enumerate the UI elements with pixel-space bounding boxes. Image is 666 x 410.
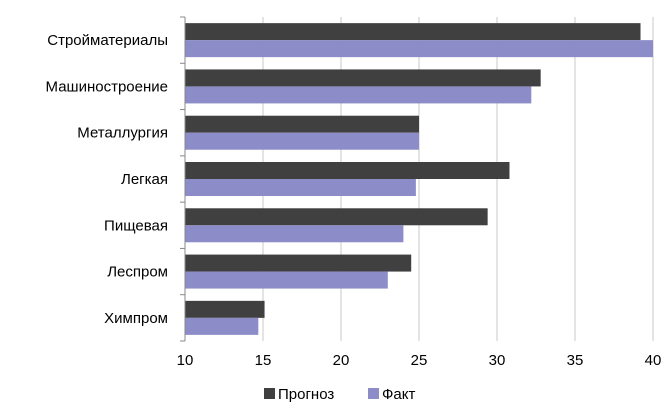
bar-actual [185, 317, 259, 335]
category-labels: Стройматериалы Машиностроение Металлургия Л… [46, 32, 168, 327]
x-tick-labels: 10 15 20 25 30 35 40 [177, 352, 662, 369]
legend-swatch [264, 388, 275, 399]
x-tick-label: 35 [567, 352, 584, 369]
bars [185, 23, 653, 335]
bar-actual [185, 179, 416, 196]
bar-forecast [185, 115, 419, 133]
category-label: Машиностроение [46, 78, 168, 95]
legend-label: Прогноз [278, 386, 334, 403]
category-label: Химпром [104, 310, 168, 327]
bar-forecast [185, 162, 510, 179]
category-label: Леспром [107, 264, 168, 281]
category-label: Стройматериалы [47, 32, 168, 49]
category-label: Металлургия [77, 125, 168, 142]
axes [180, 16, 186, 342]
bar-forecast [185, 23, 641, 41]
x-tick-label: 15 [255, 352, 272, 369]
bar-forecast [185, 254, 412, 272]
bar-actual [185, 86, 532, 104]
category-label: Пищевая [104, 217, 168, 234]
x-tick-label: 10 [177, 352, 194, 369]
bar-forecast [185, 208, 488, 226]
bar-actual [185, 132, 419, 150]
category-label: Легкая [121, 171, 168, 188]
legend: Прогноз Факт [264, 386, 415, 403]
x-tick-label: 25 [411, 352, 428, 369]
x-tick-label: 20 [333, 352, 350, 369]
legend-label: Факт [382, 386, 415, 403]
bar-forecast [185, 69, 541, 87]
legend-swatch [368, 388, 379, 399]
bar-actual [185, 40, 653, 58]
bar-forecast [185, 300, 265, 318]
x-tick-label: 40 [645, 352, 662, 369]
bar-actual [185, 225, 404, 243]
bar-actual [185, 271, 388, 289]
x-tick-label: 30 [489, 352, 506, 369]
